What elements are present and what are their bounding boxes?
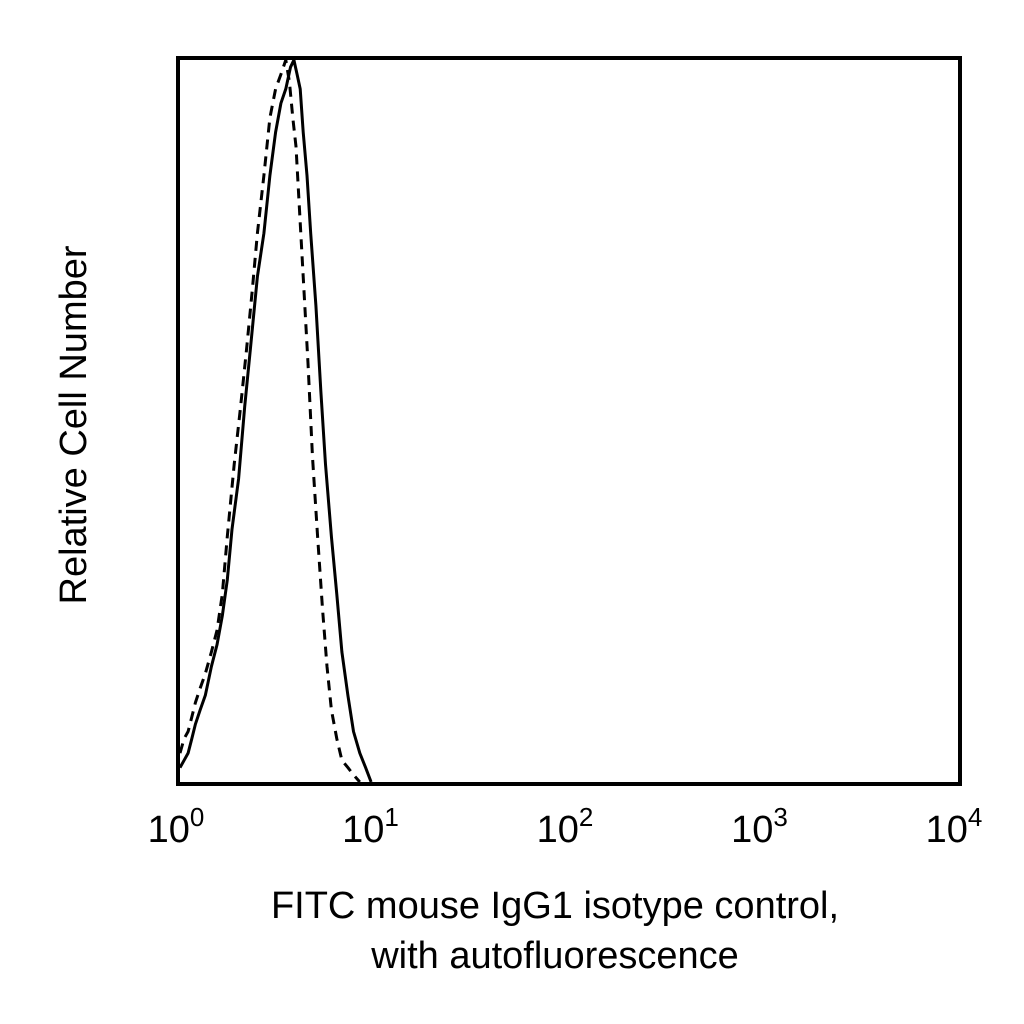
x-tick-label: 104 (926, 802, 983, 851)
x-tick-label: 103 (731, 802, 788, 851)
x-tick-label: 102 (537, 802, 594, 851)
x-tick-label: 101 (342, 802, 399, 851)
dashed-histogram-line (178, 58, 361, 783)
x-tick-label: 100 (148, 802, 205, 851)
x-axis-label-line-2: with autofluorescence (370, 935, 739, 977)
y-axis-label: Relative Cell Number (53, 245, 95, 604)
x-axis-label-line-1: FITC mouse IgG1 isotype control, (271, 885, 839, 927)
plot-frame (176, 56, 962, 786)
x-tick-labels: 100 101 102 103 104 (148, 802, 983, 851)
solid-histogram-line (178, 58, 373, 783)
series-layer (178, 58, 373, 783)
